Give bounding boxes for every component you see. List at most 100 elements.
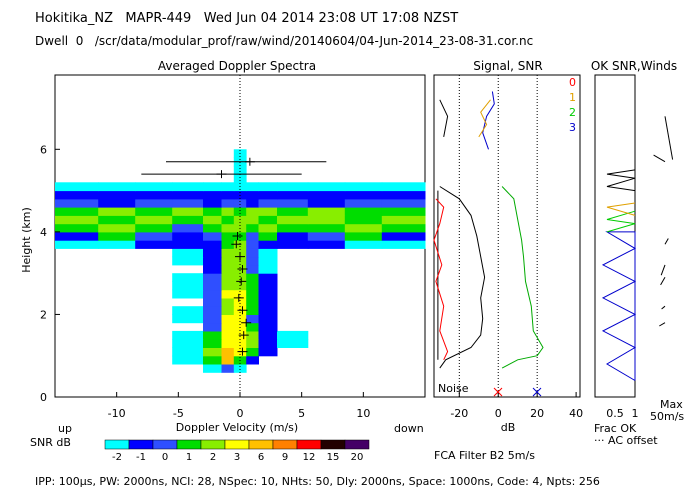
- snr-series-red_profile: [433, 198, 449, 361]
- heatmap-cell: [246, 198, 259, 208]
- ac-offset-label: ··· AC offset: [594, 434, 658, 447]
- colorbar-tick-label: -1: [136, 452, 146, 463]
- heatmap-cell: [258, 289, 278, 299]
- colorbar-tick-label: 6: [258, 452, 264, 463]
- heatmap-cell: [381, 182, 426, 192]
- heatmap-cell: [246, 215, 259, 225]
- heatmap-cell: [277, 182, 309, 192]
- heatmap-cell: [233, 207, 247, 216]
- spectra-y-ticks: 0 2 4 6: [40, 143, 60, 404]
- heatmap-cell: [381, 240, 426, 249]
- velocity-marker: [231, 240, 242, 249]
- heatmap-cell: [203, 281, 222, 291]
- heatmap-cell: [55, 240, 99, 249]
- heatmap-cell: [344, 215, 383, 225]
- spectra-heatmap: [55, 149, 426, 373]
- heatmap-cell: [344, 240, 383, 249]
- heatmap-cell: [221, 190, 235, 200]
- up-label: up: [58, 422, 72, 435]
- heatmap-cell: [221, 314, 235, 324]
- heatmap-cell: [277, 190, 309, 200]
- heatmap-cell: [233, 364, 247, 373]
- winds-x-tick-label: 0.5: [606, 407, 624, 420]
- heatmap-cell: [98, 207, 136, 216]
- frac-ok-frame: [594, 74, 636, 398]
- heatmap-cell: [203, 306, 222, 315]
- heatmap-cell: [203, 240, 222, 249]
- heatmap-cell: [307, 207, 346, 216]
- heatmap-cell: [203, 339, 222, 348]
- heatmap-cell: [277, 198, 309, 208]
- heatmap-cell: [381, 223, 426, 233]
- heatmap-cell: [246, 339, 259, 348]
- colorbar-swatch: [344, 439, 370, 450]
- heatmap-cell: [221, 339, 235, 348]
- heatmap-cell: [221, 240, 235, 249]
- velocity-marker: [236, 277, 247, 286]
- heatmap-cell: [307, 198, 346, 208]
- heatmap-cell: [246, 190, 259, 200]
- wind-barbs: [653, 116, 674, 327]
- heatmap-cell: [344, 198, 383, 208]
- heatmap-cell: [246, 281, 259, 291]
- heatmap-cell: [246, 306, 259, 315]
- heatmap-cell: [258, 223, 278, 233]
- heatmap-cell: [172, 207, 204, 216]
- heatmap-cell: [233, 339, 247, 348]
- snr-series-snr: [501, 186, 544, 369]
- velocity-marker: [241, 318, 252, 327]
- heatmap-cell: [258, 273, 278, 282]
- heatmap-cell: [98, 223, 136, 233]
- snr-x-tick-label: 20: [530, 407, 544, 420]
- velocity-markers: [141, 157, 327, 356]
- heatmap-cell: [203, 322, 222, 332]
- colorbar-tick-label: 20: [351, 452, 364, 463]
- heatmap-cell: [258, 182, 278, 192]
- heatmap-cell: [246, 289, 259, 299]
- heatmap-cell: [258, 281, 278, 291]
- max-value: 50m/s: [650, 410, 684, 423]
- heatmap-cell: [277, 240, 309, 249]
- legend-digit: 2: [569, 106, 576, 119]
- legend-digit: 0: [569, 76, 576, 89]
- heatmap-cell: [135, 190, 173, 200]
- spectra-x-label: Doppler Velocity (m/s): [176, 421, 298, 434]
- heatmap-cell: [246, 264, 259, 274]
- heatmap-cell: [258, 207, 278, 216]
- legend-digit: 3: [569, 121, 576, 134]
- wind-barb: [660, 277, 666, 286]
- file-path: Dwell 0 /scr/data/modular_prof/raw/wind/…: [35, 34, 534, 48]
- heatmap-cell: [98, 190, 136, 200]
- heatmap-cell: [172, 215, 204, 225]
- heatmap-cell: [135, 215, 173, 225]
- y-tick-label: 6: [40, 143, 47, 156]
- heatmap-cell: [98, 198, 136, 208]
- heatmap-cell: [203, 273, 222, 282]
- spectra-title: Averaged Doppler Spectra: [158, 59, 316, 73]
- heatmap-cell: [221, 198, 235, 208]
- heatmap-cell: [55, 198, 99, 208]
- heatmap-cell: [172, 273, 204, 282]
- noise-label: Noise: [438, 382, 469, 395]
- heatmap-cell: [258, 215, 278, 225]
- x-tick-label: -10: [108, 407, 126, 420]
- heatmap-cell: [203, 190, 222, 200]
- heatmap-cell: [277, 223, 309, 233]
- winds-title: OK SNR,Winds: [591, 59, 677, 73]
- heatmap-cell: [135, 223, 173, 233]
- heatmap-cell: [258, 248, 278, 258]
- frac-series-frac_ok: [601, 231, 637, 381]
- colorbar-tick-label: 3: [234, 452, 240, 463]
- snr-profiles: [433, 91, 544, 369]
- wind-barb: [659, 322, 666, 327]
- heatmap-cell: [381, 231, 426, 241]
- frac-series-winds_black_upper: [606, 169, 636, 192]
- heatmap-cell: [221, 364, 235, 373]
- down-label: down: [394, 422, 424, 435]
- heatmap-cell: [381, 207, 426, 216]
- colorbar-swatch: [128, 439, 154, 450]
- colorbar-tick-label: 2: [210, 452, 216, 463]
- x-tick-label: 10: [356, 407, 370, 420]
- heatmap-cell: [246, 330, 259, 340]
- heatmap-cell: [172, 240, 204, 249]
